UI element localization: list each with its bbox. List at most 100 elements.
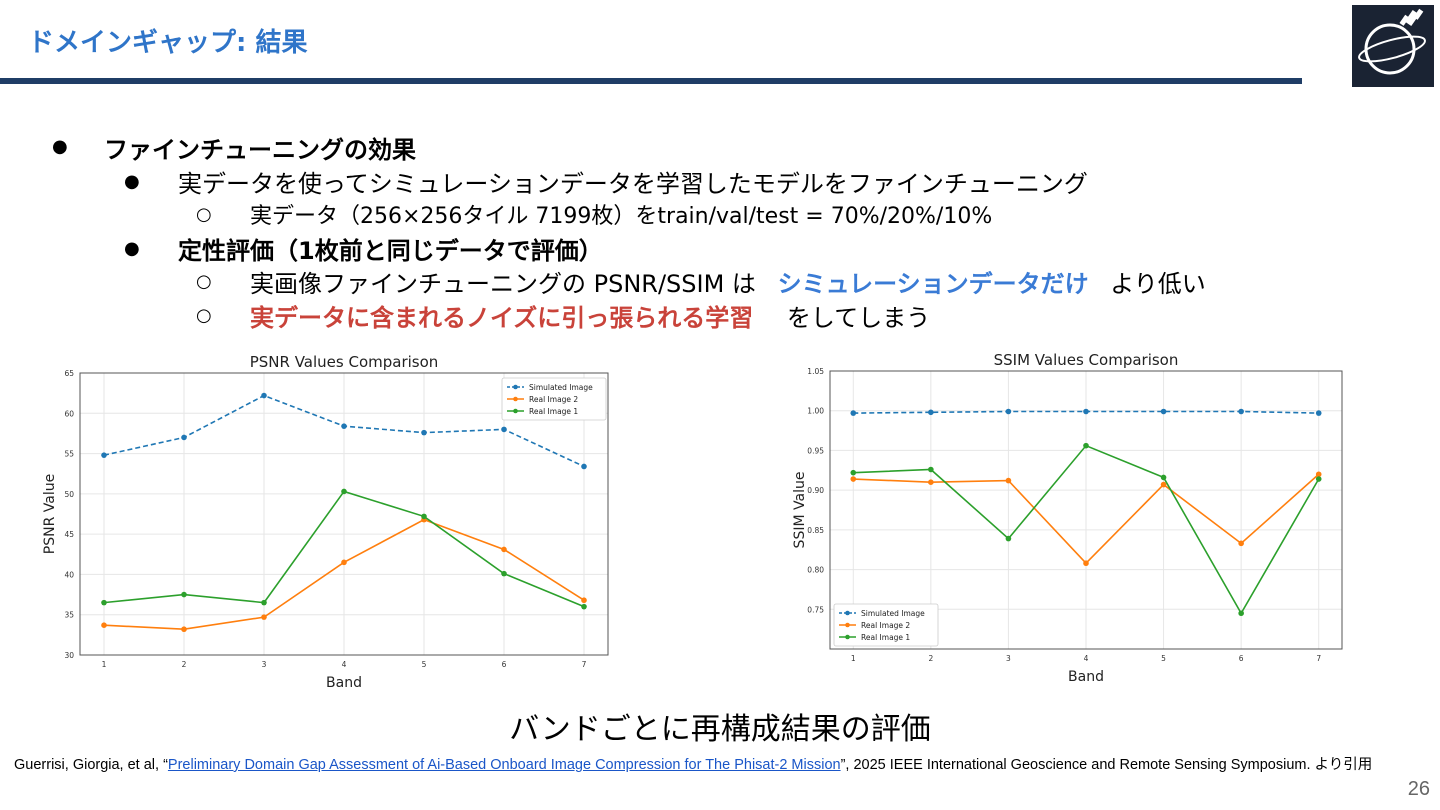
data-point bbox=[1083, 408, 1089, 415]
bullet-psnr-ssim-pre: 実画像ファインチューニングの PSNR/SSIM は bbox=[250, 270, 756, 298]
data-point bbox=[850, 476, 857, 482]
chart-title: SSIM Values Comparison bbox=[994, 351, 1179, 369]
legend-swatch-marker bbox=[513, 408, 518, 414]
bullet-finetune-desc: 実データを使ってシミュレーションデータを学習したモデルをファインチューニング bbox=[178, 170, 1088, 198]
psnr-chart: PSNR Values Comparison Band PSNR Value 30 35… bbox=[40, 350, 620, 694]
data-point bbox=[1315, 410, 1322, 416]
page-number: 26 bbox=[1407, 778, 1430, 800]
legend-label: Real Image 2 bbox=[529, 395, 578, 404]
y-tick-label: 40 bbox=[64, 570, 74, 579]
legend-label: Real Image 1 bbox=[529, 407, 578, 416]
data-point bbox=[1160, 481, 1167, 488]
citation: Guerrisi, Giorgia, et al, “Preliminary D… bbox=[14, 756, 1374, 775]
y-tick-label: 30 bbox=[64, 651, 74, 660]
x-tick-label: 3 bbox=[1006, 654, 1011, 663]
y-tick-label: 45 bbox=[64, 530, 74, 539]
data-point bbox=[261, 614, 267, 620]
bullet-data-split: 実データ（256×256タイル 7199枚）をtrain/val/test = … bbox=[250, 204, 993, 229]
x-tick-label: 5 bbox=[1161, 654, 1166, 663]
y-tick-label: 1.00 bbox=[807, 407, 824, 416]
y-tick-label: 50 bbox=[64, 490, 74, 499]
data-point bbox=[581, 603, 587, 610]
x-tick-label: 1 bbox=[102, 660, 107, 669]
data-point bbox=[1005, 408, 1012, 415]
chart-title: PSNR Values Comparison bbox=[250, 353, 439, 371]
y-tick-label: 0.85 bbox=[807, 526, 824, 535]
bullet-noise-highlight: 実データに含まれるノイズに引っ張られる学習 bbox=[250, 304, 754, 332]
data-point bbox=[1238, 540, 1244, 547]
x-tick-label: 4 bbox=[342, 660, 347, 669]
figure-caption: バンドごとに再構成結果の評価 bbox=[509, 712, 931, 747]
plot-frame bbox=[79, 372, 609, 656]
data-point bbox=[1005, 535, 1012, 542]
legend-swatch-marker bbox=[845, 634, 850, 640]
data-point bbox=[181, 434, 187, 441]
data-point bbox=[850, 469, 857, 476]
plot-frame bbox=[829, 370, 1343, 650]
ssim-chart: SSIM Values Comparison Band SSIM Value 0.75… bbox=[782, 346, 1352, 690]
data-point bbox=[1160, 408, 1167, 415]
bullet-circle: ○ bbox=[196, 204, 212, 225]
y-tick-label: 35 bbox=[64, 611, 74, 620]
y-tick-label: 1.05 bbox=[807, 367, 824, 376]
legend-swatch-marker bbox=[845, 622, 850, 628]
legend-swatch-marker bbox=[845, 610, 850, 616]
citation-tail: ”, 2025 IEEE International Geoscience an… bbox=[840, 757, 1373, 773]
data-point bbox=[928, 409, 934, 416]
legend-label: Real Image 1 bbox=[861, 633, 910, 642]
bullet-qualitative-eval: 定性評価（1枚前と同じデータで評価） bbox=[178, 237, 603, 265]
data-point bbox=[501, 546, 507, 553]
data-point bbox=[581, 597, 587, 604]
x-tick-label: 6 bbox=[1239, 654, 1244, 663]
data-point bbox=[1083, 560, 1089, 567]
data-point bbox=[850, 410, 857, 416]
y-tick-label: 0.95 bbox=[807, 446, 824, 455]
bullet-psnr-ssim-post: より低い bbox=[1110, 270, 1206, 298]
legend-label: Simulated Image bbox=[861, 609, 925, 618]
data-point bbox=[341, 559, 347, 566]
x-tick-label: 7 bbox=[1316, 654, 1321, 663]
data-point bbox=[1238, 610, 1244, 617]
data-point bbox=[1160, 474, 1167, 481]
data-point bbox=[581, 463, 587, 470]
sat-ai-challenge-logo bbox=[1352, 5, 1434, 87]
data-point bbox=[101, 622, 107, 628]
data-point bbox=[421, 513, 427, 520]
data-point bbox=[1238, 408, 1244, 415]
bullet-psnr-ssim-line: 実画像ファインチューニングの PSNR/SSIM は シミュレーションデータだけ… bbox=[250, 264, 1206, 299]
bullet-dot: ● bbox=[124, 238, 140, 259]
ssim-chart-svg: SSIM Values Comparison Band SSIM Value 0.75… bbox=[792, 351, 1343, 685]
y-axis-label: SSIM Value bbox=[792, 472, 808, 549]
y-tick-label: 55 bbox=[64, 450, 74, 459]
data-point bbox=[341, 488, 347, 495]
data-point bbox=[1083, 442, 1089, 449]
bullet-dot: ● bbox=[52, 136, 68, 157]
data-point bbox=[1005, 477, 1012, 484]
legend-box bbox=[501, 377, 607, 421]
data-point bbox=[501, 426, 507, 433]
citation-link[interactable]: Preliminary Domain Gap Assessment of Ai-… bbox=[167, 757, 841, 773]
y-tick-label: 0.80 bbox=[807, 566, 824, 575]
data-point bbox=[261, 599, 267, 606]
x-tick-label: 2 bbox=[928, 654, 933, 663]
y-tick-label: 0.75 bbox=[807, 605, 824, 614]
x-tick-label: 1 bbox=[851, 654, 856, 663]
x-tick-label: 5 bbox=[422, 660, 427, 669]
data-point bbox=[261, 392, 267, 399]
x-tick-label: 7 bbox=[582, 660, 587, 669]
data-point bbox=[1315, 476, 1322, 482]
data-point bbox=[101, 599, 107, 606]
data-point bbox=[928, 479, 934, 485]
logo-graphic bbox=[1358, 8, 1426, 75]
legend-box bbox=[833, 603, 939, 647]
legend-swatch-marker bbox=[513, 384, 518, 390]
y-tick-label: 0.90 bbox=[807, 486, 824, 495]
bullet-circle: ○ bbox=[196, 271, 212, 292]
data-point bbox=[181, 626, 187, 633]
data-point bbox=[501, 570, 507, 577]
bullet-noise-post: をしてしまう bbox=[786, 304, 931, 332]
y-tick-label: 60 bbox=[64, 409, 74, 418]
x-tick-label: 2 bbox=[182, 660, 187, 669]
bullet-psnr-ssim-highlight: シミュレーションデータだけ bbox=[777, 270, 1089, 298]
data-point bbox=[421, 429, 427, 436]
